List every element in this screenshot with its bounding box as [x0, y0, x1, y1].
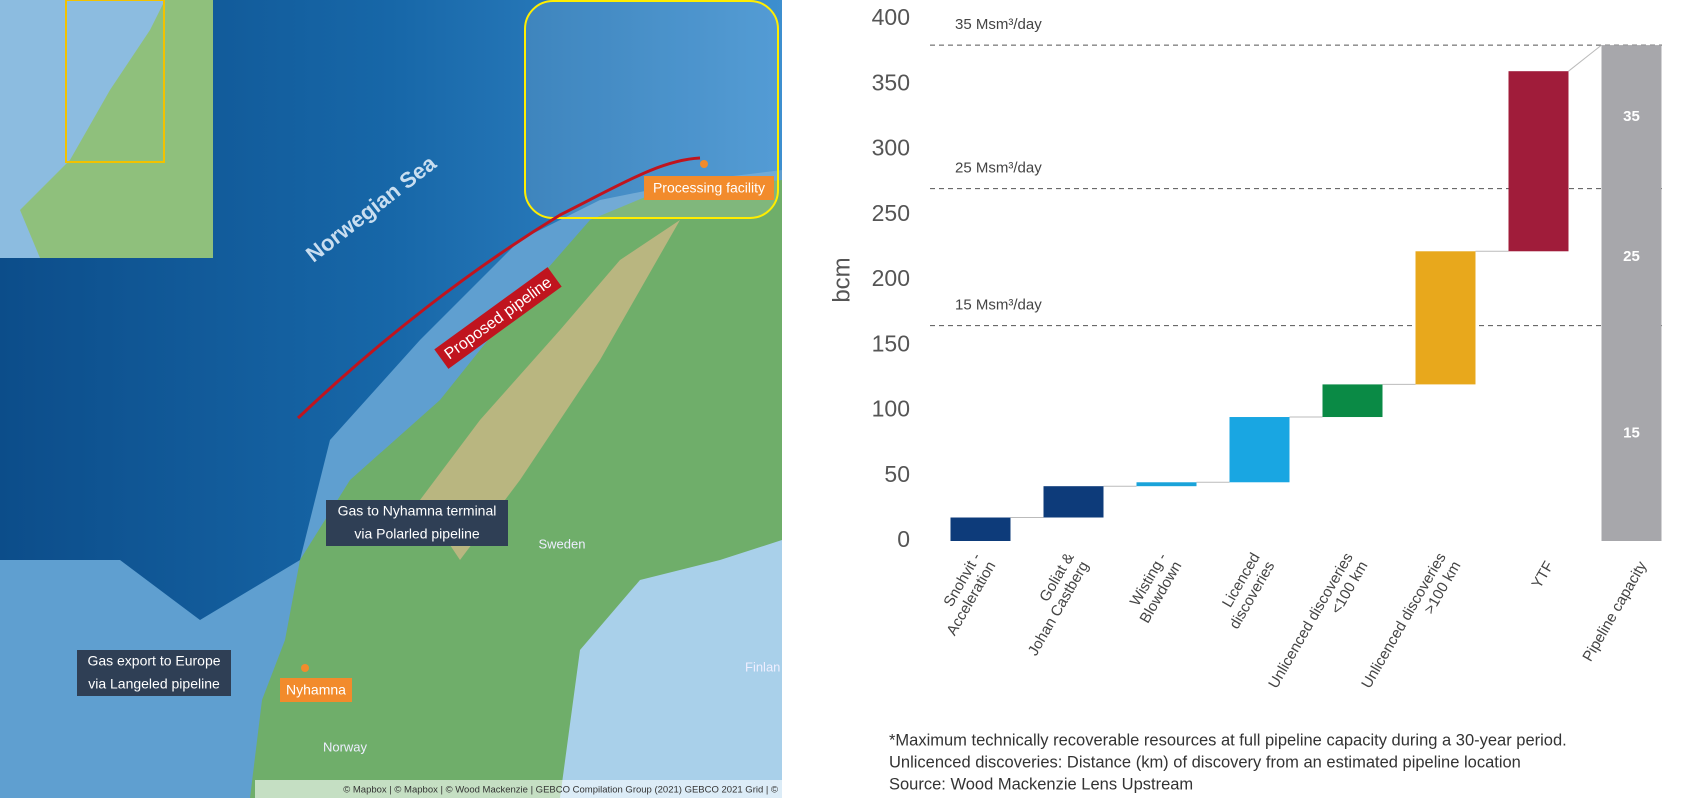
y-tick-label: 150	[872, 330, 910, 356]
map: Norwegian Sea Proposed pipeline Processi…	[0, 0, 782, 798]
y-tick-label: 0	[897, 526, 910, 552]
x-tick-label-group: Pipeline capacity	[1579, 558, 1650, 664]
capacity-label: 25	[1623, 248, 1640, 265]
bar	[1322, 384, 1383, 418]
y-tick-label: 400	[872, 4, 910, 30]
bar	[1415, 251, 1476, 385]
mountains	[420, 220, 680, 560]
waterfall-chart: 0 50 100 150 200 250 300 350 400 15 Msm³/day 25 Ms…	[872, 4, 1662, 793]
bar	[950, 517, 1011, 541]
polarled-label: Gas to Nyhamna terminal	[338, 503, 497, 519]
x-tick-label: Unlicenced discoveries	[1265, 550, 1356, 691]
nyhamna-dot	[301, 664, 309, 672]
y-tick-label: 50	[884, 461, 910, 487]
x-tick-label-group: Unlicenced discoveries>100 km	[1358, 550, 1464, 691]
country-label: Norway	[323, 739, 368, 754]
processing-label: Processing facility	[653, 180, 765, 196]
y-axis-label: bcm	[828, 257, 855, 302]
nyhamna-tag	[280, 678, 352, 702]
x-tick-label-group: Goliat &Johan Castberg	[1025, 550, 1093, 659]
attribution-bg	[255, 780, 782, 798]
reference-label: 15 Msm³/day	[955, 297, 1042, 314]
inset-frame	[65, 0, 165, 163]
polarled-tag	[326, 500, 508, 546]
x-tick-label: Pipeline capacity	[1579, 558, 1650, 664]
reference-label: 35 Msm³/day	[955, 16, 1042, 33]
capacity-label: 35	[1623, 108, 1640, 125]
x-tick-label-group: Wisting -Blowdown	[1127, 550, 1186, 626]
polarled-label: via Polarled pipeline	[354, 526, 480, 542]
baltic	[560, 540, 782, 798]
y-tick-label: 300	[872, 135, 910, 161]
x-tick-label-group: YTF	[1529, 558, 1558, 591]
footnote: Unlicenced discoveries: Distance (km) of…	[889, 753, 1521, 771]
reference-label: 25 Msm³/day	[955, 160, 1042, 177]
facility-dot	[700, 160, 708, 168]
x-tick-label: Unlicenced discoveries	[1358, 550, 1449, 691]
bar	[1043, 486, 1104, 518]
x-tick-label-group: Unlicenced discoveries<100 km	[1265, 550, 1371, 691]
x-tick-label-group: Snohvit -Acceleration	[940, 550, 999, 638]
processing-tag	[644, 176, 774, 200]
focus-box	[524, 0, 779, 219]
pipeline	[296, 156, 701, 420]
country-label: Finlan	[745, 659, 780, 674]
bar	[1136, 482, 1197, 487]
country-label: Sweden	[539, 536, 586, 551]
langeled-label: Gas export to Europe	[87, 653, 220, 669]
langeled-label: via Langeled pipeline	[88, 676, 220, 692]
capacity-label: 15	[1623, 424, 1640, 441]
x-tick-label: YTF	[1529, 558, 1558, 591]
nyhamna-label: Nyhamna	[286, 682, 346, 698]
connector	[1568, 44, 1602, 72]
pipeline-tag	[434, 267, 562, 369]
attribution: © Mapbox | © Mapbox | © Wood Mackenzie |…	[343, 785, 778, 796]
langeled-tag	[77, 650, 231, 696]
y-tick-label: 350	[872, 69, 910, 95]
y-tick-label: 100	[872, 396, 910, 422]
footnote: Source: Wood Mackenzie Lens Upstream	[889, 775, 1193, 793]
footnote: *Maximum technically recoverable resourc…	[889, 731, 1567, 749]
y-tick-label: 200	[872, 265, 910, 291]
bar	[1601, 45, 1662, 541]
y-tick-label: 250	[872, 200, 910, 226]
bar	[1508, 71, 1569, 252]
bar	[1229, 417, 1290, 483]
